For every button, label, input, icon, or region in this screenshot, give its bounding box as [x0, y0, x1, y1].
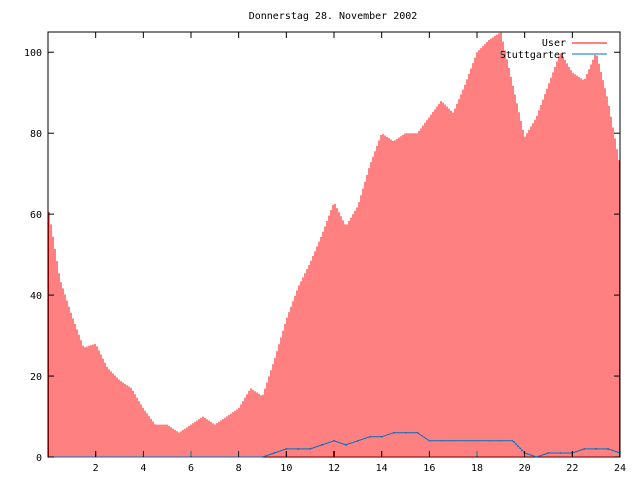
- series-point-12: [392, 431, 395, 434]
- series-point-24: [535, 456, 538, 458]
- series-point-2: [273, 452, 276, 454]
- series-point-20: [488, 440, 490, 442]
- series-point-14: [416, 431, 419, 434]
- series-point-26: [559, 452, 562, 454]
- series-point-25: [547, 452, 550, 454]
- x-tick-label: 22: [566, 463, 578, 474]
- series-point-15: [428, 440, 431, 442]
- series-point-3: [285, 448, 288, 450]
- x-tick-label: 18: [471, 463, 483, 474]
- x-tick-label: 2: [93, 463, 99, 474]
- x-tick-label: 8: [236, 463, 242, 474]
- legend: User Stuttgarter: [500, 38, 607, 61]
- series-point-1: [261, 456, 264, 458]
- x-tick-label: 16: [423, 463, 435, 474]
- chart-title: Donnerstag 28. November 2002: [249, 11, 418, 22]
- x-tick-label: 6: [188, 463, 194, 474]
- y-tick-label: 20: [30, 372, 42, 383]
- series-point-21: [500, 440, 502, 442]
- series-point-8: [345, 444, 347, 446]
- y-tick-label: 60: [30, 210, 42, 221]
- series-point-6: [321, 444, 323, 446]
- series-layer: [47, 32, 621, 458]
- y-tick-label: 100: [24, 48, 42, 59]
- x-tick-label: 20: [519, 463, 531, 474]
- series-point-11: [380, 435, 383, 438]
- series-point-16: [440, 440, 443, 442]
- series-line: [48, 432, 621, 458]
- series-point-10: [368, 435, 371, 438]
- series-point-4: [297, 448, 300, 450]
- y-tick-label: 40: [30, 291, 42, 302]
- series-point-7: [333, 440, 335, 442]
- series-1: [47, 431, 621, 458]
- series-point-13: [404, 431, 407, 434]
- y-tick-label: 0: [36, 453, 42, 464]
- x-tick-label: 14: [376, 463, 388, 474]
- series-point-5: [309, 448, 311, 450]
- series-0: [48, 32, 620, 457]
- x-tick-label: 12: [328, 463, 340, 474]
- series-point-18: [464, 440, 466, 442]
- x-tick-label: 24: [614, 463, 626, 474]
- series-point-9: [357, 440, 359, 442]
- series-point-19: [476, 440, 478, 442]
- x-tick-label: 4: [140, 463, 146, 474]
- legend-label-user: User: [542, 38, 566, 49]
- series-point-22: [511, 440, 514, 442]
- y-tick-label: 80: [30, 129, 42, 140]
- legend-label-stuttgarter: Stuttgarter: [500, 50, 566, 61]
- series-point-29: [595, 448, 597, 450]
- series-point-17: [452, 440, 454, 442]
- plot-frame: [47, 31, 621, 458]
- x-tick-label: 10: [280, 463, 292, 474]
- series-point-30: [607, 448, 609, 450]
- series-point-28: [583, 448, 586, 450]
